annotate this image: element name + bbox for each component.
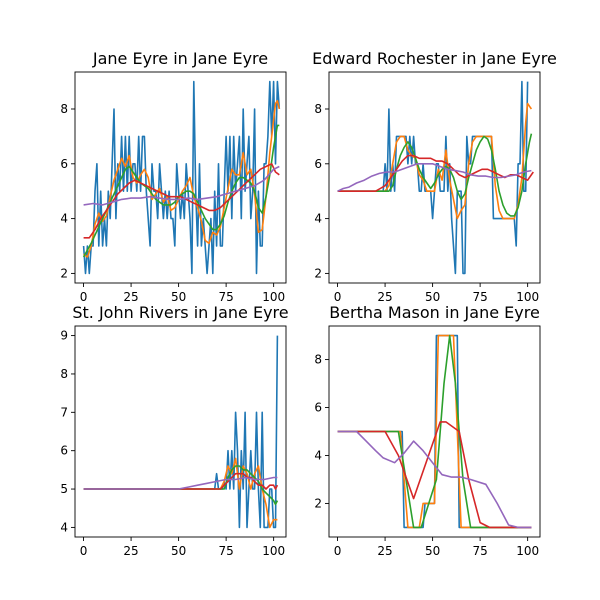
subplot-title: St. John Rivers in Jane Eyre — [72, 303, 288, 322]
series-line-2 — [83, 100, 281, 258]
subplot-st-john-rivers: 0 25 50 75 100 4 5 6 7 8 9 St. John Rivers in Jane … — [60, 303, 288, 558]
x-tick-label: 75 — [472, 290, 487, 304]
plot-frame — [74, 325, 287, 538]
y-tick-label: 8 — [314, 353, 322, 367]
series-line-2 — [337, 102, 533, 220]
x-tick-label: 100 — [516, 544, 539, 558]
y-tick-label: 6 — [314, 157, 322, 171]
y-tick-label: 7 — [60, 405, 68, 419]
y-tick-label: 6 — [60, 157, 68, 171]
y-tick-label: 6 — [60, 444, 68, 458]
series-line-1 — [82, 80, 281, 275]
y-tick-label: 2 — [60, 266, 68, 280]
x-tick-label: 50 — [171, 290, 186, 304]
series-line-5 — [337, 430, 532, 529]
y-tick-label: 4 — [60, 520, 68, 534]
series-line-5 — [83, 476, 278, 490]
x-tick-label: 100 — [262, 290, 285, 304]
x-tick-label: 25 — [377, 290, 392, 304]
x-tick-label: 0 — [80, 544, 88, 558]
series-line-3 — [83, 465, 279, 506]
series-line-5 — [83, 165, 280, 206]
y-tick-label: 9 — [60, 329, 68, 343]
x-tick-label: 100 — [516, 290, 539, 304]
y-tick-label: 8 — [314, 102, 322, 116]
y-tick-label: 4 — [314, 448, 322, 462]
subplot-title: Bertha Mason in Jane Eyre — [329, 303, 540, 322]
x-tick-label: 50 — [425, 544, 440, 558]
x-tick-label: 0 — [80, 290, 88, 304]
subplot-title: Jane Eyre in Jane Eyre — [92, 49, 268, 68]
x-tick-label: 75 — [472, 544, 487, 558]
plot-frame — [74, 71, 287, 284]
x-tick-label: 25 — [377, 544, 392, 558]
x-tick-label: 25 — [123, 544, 138, 558]
series-line-3 — [337, 133, 533, 217]
series-line-4 — [337, 421, 532, 529]
x-tick-label: 100 — [262, 544, 285, 558]
subplot-jane-eyre: 0 25 50 75 100 2 4 6 8 Jane Eyre in Jane Eyre — [60, 49, 287, 304]
y-tick-label: 4 — [60, 212, 68, 226]
plot-frame — [328, 325, 541, 538]
series-line-2 — [83, 457, 278, 529]
x-tick-label: 75 — [218, 290, 233, 304]
subplot-title: Edward Rochester in Jane Eyre — [312, 49, 557, 68]
subplot-edward-rochester: 0 25 50 75 100 2 4 6 8 Edward Rochester in Jane E… — [312, 49, 557, 304]
y-tick-label: 8 — [60, 367, 68, 381]
plot-frame — [328, 71, 541, 284]
y-tick-label: 6 — [314, 401, 322, 415]
x-tick-label: 0 — [334, 290, 342, 304]
x-tick-label: 0 — [334, 544, 342, 558]
series-line-3 — [82, 124, 280, 258]
x-tick-label: 25 — [123, 290, 138, 304]
series-line-1 — [83, 335, 279, 529]
x-tick-label: 50 — [425, 290, 440, 304]
y-tick-label: 8 — [60, 102, 68, 116]
y-tick-label: 5 — [60, 482, 68, 496]
series-line-3 — [337, 334, 532, 529]
subplot-bertha-mason: 0 25 50 75 100 2 4 6 8 Bertha Mason in Jane Eyre — [314, 303, 541, 558]
x-tick-label: 75 — [218, 544, 233, 558]
y-tick-label: 2 — [314, 266, 322, 280]
y-tick-label: 4 — [314, 212, 322, 226]
series-line-5 — [337, 163, 532, 192]
x-tick-label: 50 — [171, 544, 186, 558]
y-tick-label: 2 — [314, 496, 322, 510]
